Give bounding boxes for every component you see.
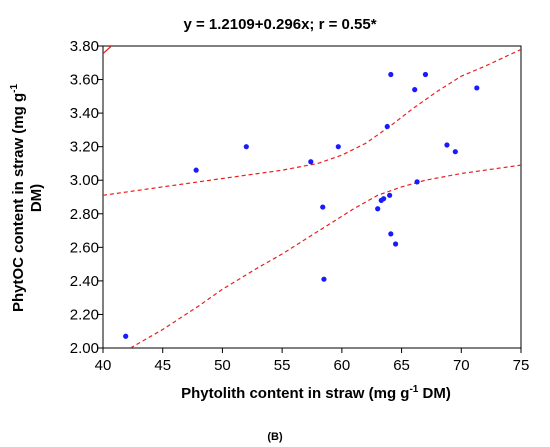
x-axis-label-main: Phytolith content in straw (mg g bbox=[181, 385, 409, 402]
data-point-13 bbox=[388, 71, 394, 78]
data-point-4 bbox=[308, 159, 314, 165]
x-tick-label-6: 70 bbox=[453, 357, 470, 374]
y-tick-label-2: 2.40 bbox=[70, 273, 99, 290]
data-point-18 bbox=[422, 71, 429, 78]
axis-ticks: 40 45 50 55 60 65 70 75 2.00 2.20 2.40 2.60 2.80 3.00… bbox=[70, 38, 530, 374]
data-point-14 bbox=[388, 231, 394, 237]
data-point-21 bbox=[474, 85, 480, 91]
y-tick-label-8: 3.60 bbox=[70, 72, 99, 89]
y-axis-label-line2: DM) bbox=[28, 184, 45, 212]
data-point-11 bbox=[384, 123, 390, 130]
data-point-2 bbox=[193, 167, 199, 173]
x-tick-label-7: 75 bbox=[513, 357, 530, 374]
data-point-19 bbox=[444, 142, 450, 148]
data-point-8 bbox=[375, 206, 381, 212]
data-point-20 bbox=[452, 149, 458, 155]
data-point-1 bbox=[123, 333, 129, 339]
confidence-band-lower bbox=[130, 164, 521, 348]
data-point-6 bbox=[321, 276, 327, 282]
y-tick-label-6: 3.20 bbox=[70, 139, 99, 156]
x-tick-label-4: 60 bbox=[334, 357, 351, 374]
x-tick-label-1: 45 bbox=[154, 357, 171, 374]
x-tick-label-5: 65 bbox=[393, 357, 410, 374]
y-tick-label-3: 2.60 bbox=[70, 239, 99, 256]
plot-area bbox=[102, 45, 522, 349]
y-tick-label-7: 3.40 bbox=[70, 105, 99, 122]
y-axis-label-main: PhytOC content in straw (mg g bbox=[10, 93, 27, 312]
y-tick-label-5: 3.00 bbox=[70, 172, 99, 189]
y-tick-label-1: 2.20 bbox=[70, 306, 99, 323]
x-tick-label-3: 55 bbox=[274, 357, 291, 374]
x-axis-label-tail: DM) bbox=[418, 385, 451, 402]
data-point-12 bbox=[387, 192, 393, 198]
data-point-16 bbox=[412, 87, 418, 93]
svg-text:PhytOC content in straw (mg g-: PhytOC content in straw (mg g-1 bbox=[9, 84, 27, 313]
y-tick-label-4: 2.80 bbox=[70, 206, 99, 223]
data-point-5 bbox=[320, 204, 326, 210]
x-tick-label-0: 40 bbox=[95, 357, 112, 374]
x-axis-label-sup: -1 bbox=[409, 384, 418, 395]
chart-title: y = 1.2109+0.296x; r = 0.55* bbox=[183, 16, 376, 33]
data-point-7 bbox=[335, 144, 341, 150]
data-point-15 bbox=[393, 241, 399, 247]
data-point-10 bbox=[381, 196, 387, 202]
y-tick-label-0: 2.00 bbox=[70, 340, 99, 357]
panel-label: (B) bbox=[267, 431, 283, 443]
y-axis-label-sup: -1 bbox=[9, 84, 20, 93]
data-point-17 bbox=[414, 179, 420, 185]
y-tick-label-9: 3.80 bbox=[70, 38, 99, 55]
x-axis-label: Phytolith content in straw (mg g-1 DM) bbox=[181, 384, 451, 402]
confidence-band-upper bbox=[103, 48, 521, 196]
plot-frame bbox=[102, 45, 522, 349]
x-tick-label-2: 50 bbox=[214, 357, 231, 374]
y-axis-label: PhytOC content in straw (mg g-1 DM) bbox=[9, 84, 45, 313]
data-point-3 bbox=[243, 144, 249, 150]
